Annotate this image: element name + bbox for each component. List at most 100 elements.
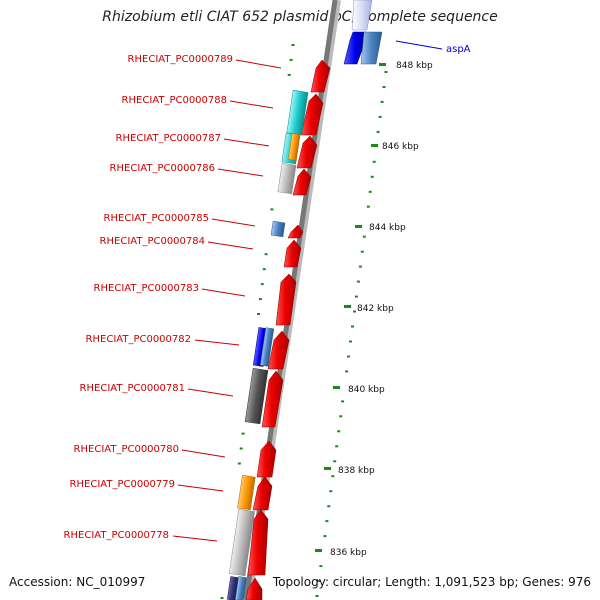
gene-label: RHECIAT_PC0000789	[128, 54, 233, 65]
ring-dot	[257, 313, 260, 315]
ring-dot	[356, 280, 360, 283]
gene-label: RHECIAT_PC0000781	[80, 383, 185, 394]
ring-dot	[258, 298, 262, 301]
gene-steel-small	[270, 220, 286, 238]
ring-dot	[329, 490, 333, 493]
leader-line	[187, 388, 234, 397]
ring-dot	[327, 505, 331, 508]
ring-dot	[220, 597, 224, 599]
ring-dot	[372, 160, 376, 163]
leader-line	[223, 138, 270, 147]
leader-line	[201, 288, 246, 297]
tick-840	[333, 386, 340, 389]
gene-label-aspA: aspA	[446, 44, 471, 55]
ring-dot	[354, 295, 358, 298]
ring-dot	[241, 432, 245, 435]
ring-dot	[345, 370, 349, 373]
gene-label: RHECIAT_PC0000780	[74, 444, 179, 455]
leader-line	[194, 339, 240, 346]
gc-dots	[220, 44, 388, 599]
leader-line	[235, 59, 282, 69]
ring-dot	[362, 235, 366, 238]
ring-dot	[358, 265, 362, 268]
ring-dot	[382, 86, 386, 88]
gene-silver	[277, 162, 297, 195]
gene-red	[261, 370, 284, 428]
ring-dot	[325, 520, 329, 523]
ring-dot	[239, 447, 243, 450]
ring-dot	[337, 430, 341, 433]
gene-RHECIAT_PC0000789	[310, 59, 331, 93]
tick-842	[344, 305, 351, 308]
leader-line	[207, 241, 254, 250]
tick-marks	[315, 63, 386, 552]
ring-dot	[353, 310, 356, 313]
ring-dot	[331, 475, 335, 478]
gene-dark-grey	[244, 367, 269, 425]
gene-steel	[259, 327, 275, 367]
tick-label: 840 kbp	[348, 385, 385, 395]
tick-label: 836 kbp	[330, 548, 367, 558]
tick-848	[379, 63, 386, 66]
gene-label: RHECIAT_PC0000779	[70, 479, 175, 490]
ring-dot	[323, 535, 327, 538]
leader-line	[181, 449, 226, 458]
ring-dot	[317, 580, 321, 582]
tick-label: 844 kbp	[369, 223, 406, 233]
ring-dot	[368, 190, 372, 193]
ring-dot	[335, 445, 339, 448]
ring-dot	[264, 253, 268, 256]
ring-dot	[366, 205, 370, 208]
ring-dot	[378, 115, 382, 118]
gene-orange	[287, 133, 301, 161]
leader-line	[211, 218, 256, 227]
tick-844	[355, 225, 362, 228]
gene-label: RHECIAT_PC0000783	[94, 283, 199, 294]
gene-label: RHECIAT_PC0000778	[64, 530, 169, 541]
ring-dot	[376, 130, 380, 133]
ring-dot	[347, 355, 350, 358]
accession-label: Accession: NC_010997	[9, 575, 146, 589]
tick-836	[315, 549, 322, 552]
summary-label: Topology: circular; Length: 1,091,523 bp…	[272, 575, 591, 589]
ring-dot	[341, 400, 345, 403]
ring-dot	[339, 415, 343, 418]
gene-outer-lavender	[351, 0, 373, 31]
leader-line	[172, 535, 218, 542]
gene-red	[247, 509, 269, 576]
ring-dot	[380, 100, 384, 103]
leader-line	[217, 168, 264, 177]
ring-dot	[333, 460, 337, 463]
tick-label: 848 kbp	[396, 61, 433, 71]
ring-dot	[291, 44, 295, 46]
ring-dot	[315, 595, 319, 597]
gene-red	[245, 577, 263, 600]
gene-red	[296, 135, 318, 169]
tick-838	[324, 467, 331, 470]
gene-orange	[237, 475, 256, 511]
gene-red	[292, 168, 312, 196]
gene-label: RHECIAT_PC0000788	[122, 95, 227, 106]
ring-dot	[289, 58, 293, 61]
ring-dot	[349, 340, 352, 343]
gene-red	[252, 476, 273, 511]
ring-dot	[384, 71, 388, 73]
leader-line	[229, 100, 274, 109]
ring-dot	[237, 462, 241, 465]
gene-label: RHECIAT_PC0000786	[110, 163, 215, 174]
gene-red	[256, 440, 277, 478]
gene-outer-steel	[360, 31, 383, 65]
gene-label: RHECIAT_PC0000784	[100, 236, 205, 247]
gene-red	[267, 330, 290, 370]
gene-silver	[228, 508, 255, 577]
ring-dot	[270, 208, 274, 211]
leader-line-aspA	[395, 40, 443, 50]
leader-line	[177, 484, 224, 492]
gene-label: RHECIAT_PC0000785	[104, 213, 209, 224]
map-title: Rhizobium etli CIAT 652 plasmid pC, comp…	[102, 9, 498, 25]
tick-label: 842 kbp	[357, 304, 394, 314]
tick-label: 838 kbp	[338, 466, 375, 476]
tick-label: 846 kbp	[382, 142, 419, 152]
